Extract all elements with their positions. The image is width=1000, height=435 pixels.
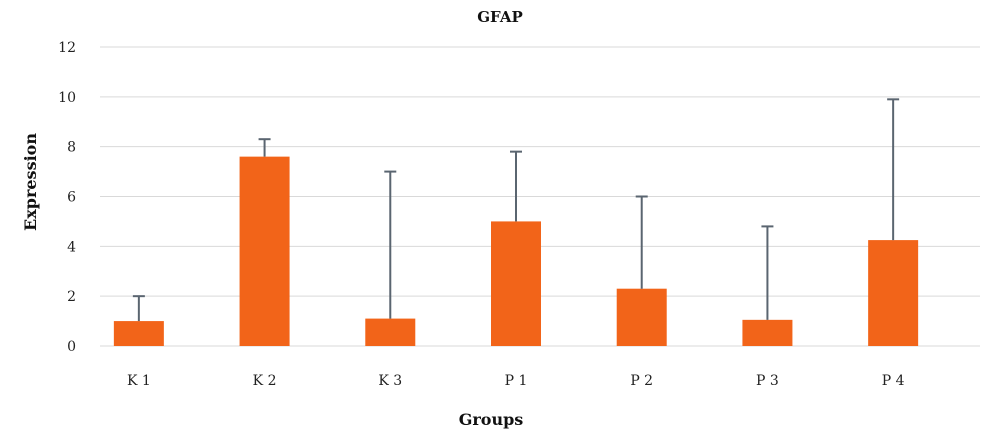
bar [365, 318, 416, 346]
error-bar [887, 98, 900, 241]
error-bars [132, 98, 900, 322]
bar [239, 156, 290, 346]
y-tick-label: 0 [67, 339, 76, 355]
bars [113, 156, 919, 346]
x-tick-label: K 2 [253, 373, 277, 389]
x-tick-label: P 1 [505, 373, 528, 389]
x-axis-label: Groups [459, 410, 524, 429]
error-bar [510, 150, 522, 222]
y-tick-label: 6 [67, 190, 76, 206]
error-bar [258, 138, 271, 157]
x-tick-label: P 3 [756, 373, 779, 389]
y-axis-ticks: 0 2 4 6 8 10 12 [58, 40, 76, 355]
x-tick-label: K 3 [378, 373, 402, 389]
y-tick-label: 8 [67, 140, 76, 156]
bar [113, 321, 164, 346]
y-tick-label: 12 [58, 40, 76, 56]
y-tick-label: 10 [58, 90, 76, 106]
bar [616, 288, 667, 346]
x-tick-label: P 4 [882, 373, 905, 389]
bar [491, 221, 541, 346]
bar [868, 240, 919, 346]
y-tick-label: 4 [67, 239, 76, 255]
error-bar [384, 170, 397, 319]
y-axis-label: Expression [21, 133, 40, 231]
bar [742, 319, 793, 346]
x-tick-label: K 1 [127, 373, 151, 389]
error-bar [635, 195, 648, 289]
y-tick-label: 2 [67, 289, 76, 305]
error-bar [132, 295, 145, 322]
x-tick-label: P 2 [630, 373, 653, 389]
error-bar [761, 225, 774, 320]
x-axis-ticks: K 1 K 2 K 3 P 1 P 2 P 3 P 4 [127, 373, 905, 389]
chart-title: GFAP [477, 8, 523, 26]
